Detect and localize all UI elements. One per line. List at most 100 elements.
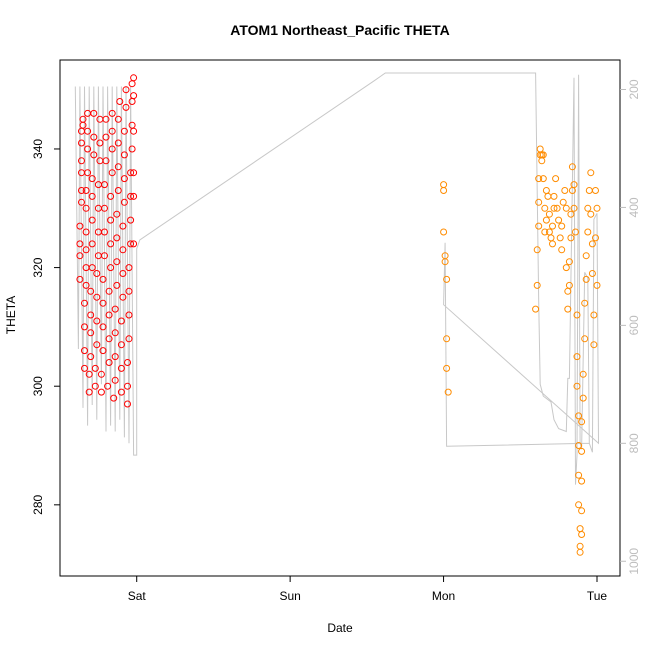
data-point xyxy=(81,347,88,355)
data-point xyxy=(99,299,107,307)
data-point xyxy=(567,234,575,242)
data-point xyxy=(88,264,96,272)
plot-frame xyxy=(59,59,621,577)
data-point xyxy=(130,169,138,177)
data-point xyxy=(101,252,108,260)
data-point xyxy=(81,299,88,307)
data-point xyxy=(117,364,125,372)
data-point xyxy=(120,198,128,206)
data-point xyxy=(99,323,107,331)
data-point xyxy=(443,335,451,343)
data-point xyxy=(582,275,590,283)
data-point xyxy=(575,501,583,509)
data-point xyxy=(82,204,90,212)
data-point xyxy=(101,181,108,189)
data-point xyxy=(87,353,95,361)
data-point xyxy=(124,400,131,408)
data-point xyxy=(107,216,115,224)
data-point xyxy=(114,115,122,123)
data-point xyxy=(578,477,586,485)
data-point xyxy=(568,163,576,171)
data-point xyxy=(125,287,133,295)
data-point xyxy=(102,115,110,123)
data-point xyxy=(533,281,541,289)
y-axis-label: THETA xyxy=(4,296,18,334)
data-point xyxy=(564,305,572,313)
data-point xyxy=(535,198,543,206)
data-point xyxy=(575,442,583,449)
secondary-y-tick-label: 800 xyxy=(627,433,641,453)
data-point xyxy=(82,228,90,236)
data-point xyxy=(130,192,138,200)
data-point xyxy=(108,127,116,135)
data-point xyxy=(88,240,96,248)
data-point xyxy=(578,447,586,455)
data-point xyxy=(559,198,567,206)
y-tick-label: 340 xyxy=(31,139,45,159)
data-point xyxy=(102,133,110,141)
data-point xyxy=(127,169,135,177)
data-point xyxy=(130,74,138,82)
data-point xyxy=(532,305,540,313)
data-point xyxy=(84,145,92,153)
data-point xyxy=(120,175,128,183)
data-point xyxy=(87,311,95,319)
data-point xyxy=(119,293,127,301)
y-tick-label: 280 xyxy=(31,494,45,514)
data-point xyxy=(565,258,573,266)
data-point xyxy=(120,151,128,159)
secondary-y-tick-label: 1000 xyxy=(627,548,641,575)
data-point xyxy=(91,364,99,372)
secondary-y-tick-label: 200 xyxy=(627,79,641,99)
x-tick-label: Sun xyxy=(279,589,300,603)
data-point xyxy=(125,311,133,319)
data-point xyxy=(78,187,85,194)
data-point xyxy=(87,329,95,337)
data-point xyxy=(88,216,96,224)
data-point xyxy=(533,246,541,254)
data-point xyxy=(541,204,549,212)
data-point xyxy=(127,192,135,200)
x-tick-label: Sat xyxy=(128,589,147,603)
data-point xyxy=(93,270,101,277)
data-point xyxy=(88,192,96,200)
data-point xyxy=(97,370,105,378)
data-point xyxy=(587,169,595,177)
data-point xyxy=(84,127,92,135)
data-point xyxy=(542,216,550,224)
data-point xyxy=(117,317,125,325)
data-point xyxy=(90,151,98,159)
data-point xyxy=(108,145,116,153)
data-point xyxy=(90,109,98,117)
data-point xyxy=(90,133,98,141)
data-point xyxy=(579,370,587,378)
data-point xyxy=(128,145,136,153)
data-point xyxy=(76,240,84,248)
data-point xyxy=(81,364,88,372)
data-point xyxy=(78,157,85,165)
data-point xyxy=(105,335,113,343)
data-point xyxy=(556,234,564,242)
data-point xyxy=(85,388,93,396)
data-point xyxy=(443,364,451,372)
data-point xyxy=(124,382,131,390)
data-point xyxy=(79,115,87,123)
data-point xyxy=(593,204,601,212)
data-point xyxy=(561,187,569,194)
data-point xyxy=(581,299,589,307)
data-point xyxy=(576,548,584,556)
data-point xyxy=(113,281,121,289)
data-point xyxy=(105,311,113,319)
data-point xyxy=(117,388,125,396)
data-point xyxy=(550,192,558,200)
data-point xyxy=(127,240,135,248)
data-point xyxy=(545,210,553,218)
secondary-y-tick-label: 600 xyxy=(627,315,641,335)
data-point xyxy=(444,388,452,396)
data-point xyxy=(88,175,96,183)
data-point xyxy=(441,258,449,266)
data-point xyxy=(120,127,128,135)
data-point xyxy=(110,394,118,402)
